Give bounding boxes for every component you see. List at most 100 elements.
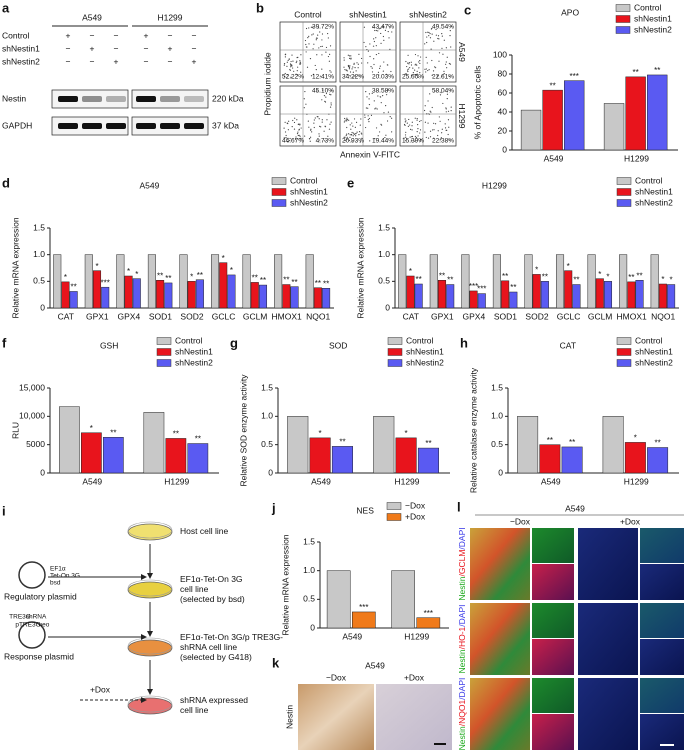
significance-label: ** bbox=[510, 283, 516, 292]
x-tick-label: NQO1 bbox=[306, 311, 330, 321]
flow-dot bbox=[293, 121, 296, 124]
flow-dot bbox=[374, 108, 376, 110]
quadrant-percent: 22.38% bbox=[432, 138, 454, 145]
flow-dot bbox=[299, 63, 301, 65]
row-label-part: /GCLM bbox=[457, 550, 467, 577]
flow-dot bbox=[383, 26, 385, 28]
channel-image bbox=[532, 528, 574, 563]
legend-swatch bbox=[156, 359, 172, 367]
flow-dot bbox=[304, 90, 306, 93]
flow-dot bbox=[352, 132, 354, 134]
flow-dot bbox=[403, 137, 405, 139]
flow-dot bbox=[425, 31, 427, 34]
flow-dot bbox=[440, 138, 442, 140]
significance-label: ** bbox=[550, 81, 556, 90]
flow-dot bbox=[439, 120, 441, 122]
flow-dot bbox=[299, 135, 301, 137]
bar bbox=[540, 281, 549, 309]
flow-dot bbox=[386, 64, 388, 66]
flow-dot bbox=[306, 46, 308, 48]
bar bbox=[492, 254, 501, 309]
y-tick-label: 0 bbox=[268, 467, 273, 477]
flow-dot bbox=[295, 61, 297, 64]
channel-image bbox=[640, 678, 684, 713]
flow-dot bbox=[304, 39, 307, 42]
row-label-part: /DAPI bbox=[457, 678, 467, 700]
flow-dot bbox=[354, 126, 356, 128]
flow-dot bbox=[411, 136, 413, 138]
bar bbox=[587, 254, 596, 309]
x-tick-label: HMOX1 bbox=[272, 311, 303, 321]
flow-dot bbox=[380, 102, 382, 104]
treatment-mark: + bbox=[114, 56, 119, 66]
quadrant-percent: 38.58% bbox=[372, 88, 394, 95]
significance-label: * bbox=[405, 429, 408, 438]
flow-dot bbox=[441, 128, 443, 130]
flow-dot bbox=[283, 137, 285, 139]
flow-dot bbox=[418, 67, 420, 69]
bar bbox=[417, 447, 440, 474]
flow-dot bbox=[316, 90, 318, 92]
y-axis-label: RLU bbox=[10, 422, 20, 439]
panel-letter: h bbox=[460, 335, 468, 350]
bar bbox=[667, 284, 676, 309]
flow-dot bbox=[319, 139, 321, 141]
flow-dot bbox=[419, 72, 421, 74]
flow-dot bbox=[416, 70, 418, 72]
flow-dot bbox=[377, 95, 379, 97]
flow-dot bbox=[319, 125, 321, 127]
flow-dot bbox=[308, 43, 310, 45]
x-tick-label: GPX1 bbox=[86, 311, 109, 321]
step-label: shRNA expressed cell line bbox=[180, 695, 248, 715]
flow-dot bbox=[355, 135, 357, 137]
flow-dot bbox=[349, 55, 351, 57]
flow-dot bbox=[327, 37, 329, 39]
significance-label: ** bbox=[654, 439, 660, 448]
flow-dot bbox=[318, 133, 320, 135]
flow-dot bbox=[408, 67, 411, 69]
y-tick-label: 0.5 bbox=[378, 276, 390, 286]
flow-dot bbox=[283, 62, 286, 65]
flow-dot bbox=[429, 130, 432, 132]
significance-label: ** bbox=[165, 274, 171, 283]
flow-dot bbox=[410, 74, 413, 76]
bar bbox=[561, 446, 583, 474]
channel-image bbox=[640, 564, 684, 600]
flow-dot bbox=[409, 128, 412, 130]
bar bbox=[414, 283, 423, 309]
bar bbox=[437, 280, 447, 309]
flow-dot bbox=[424, 121, 427, 123]
flow-dot bbox=[419, 120, 421, 123]
flow-dot bbox=[373, 40, 375, 43]
bar bbox=[539, 444, 561, 474]
flow-dot bbox=[391, 131, 393, 133]
significance-label: ** bbox=[542, 272, 548, 281]
blot-band bbox=[82, 96, 102, 102]
x-tick-label: HMOX1 bbox=[617, 311, 648, 321]
flow-dot bbox=[450, 25, 453, 27]
significance-label: *** bbox=[359, 603, 368, 612]
flow-dot bbox=[297, 131, 299, 133]
flow-dot bbox=[307, 120, 309, 122]
flow-dot bbox=[343, 66, 345, 68]
flow-dot bbox=[299, 124, 301, 126]
flow-dot bbox=[430, 111, 432, 113]
flow-dot bbox=[361, 137, 363, 139]
flow-dot bbox=[284, 72, 286, 75]
column-label: shNestin2 bbox=[409, 9, 447, 19]
flow-dot bbox=[410, 64, 413, 66]
flow-dot bbox=[368, 117, 370, 120]
flow-dot bbox=[432, 70, 435, 72]
flow-dot bbox=[350, 128, 352, 130]
flow-dot bbox=[330, 71, 332, 73]
flow-dot bbox=[434, 90, 436, 92]
flow-dot bbox=[380, 27, 382, 29]
merged-image bbox=[470, 603, 530, 675]
blot-band bbox=[160, 123, 180, 129]
flow-dot bbox=[419, 129, 422, 131]
flow-dot bbox=[295, 73, 297, 75]
flow-dot bbox=[427, 100, 429, 102]
flow-dot bbox=[354, 75, 356, 77]
y-tick-label: 15,000 bbox=[19, 382, 45, 392]
